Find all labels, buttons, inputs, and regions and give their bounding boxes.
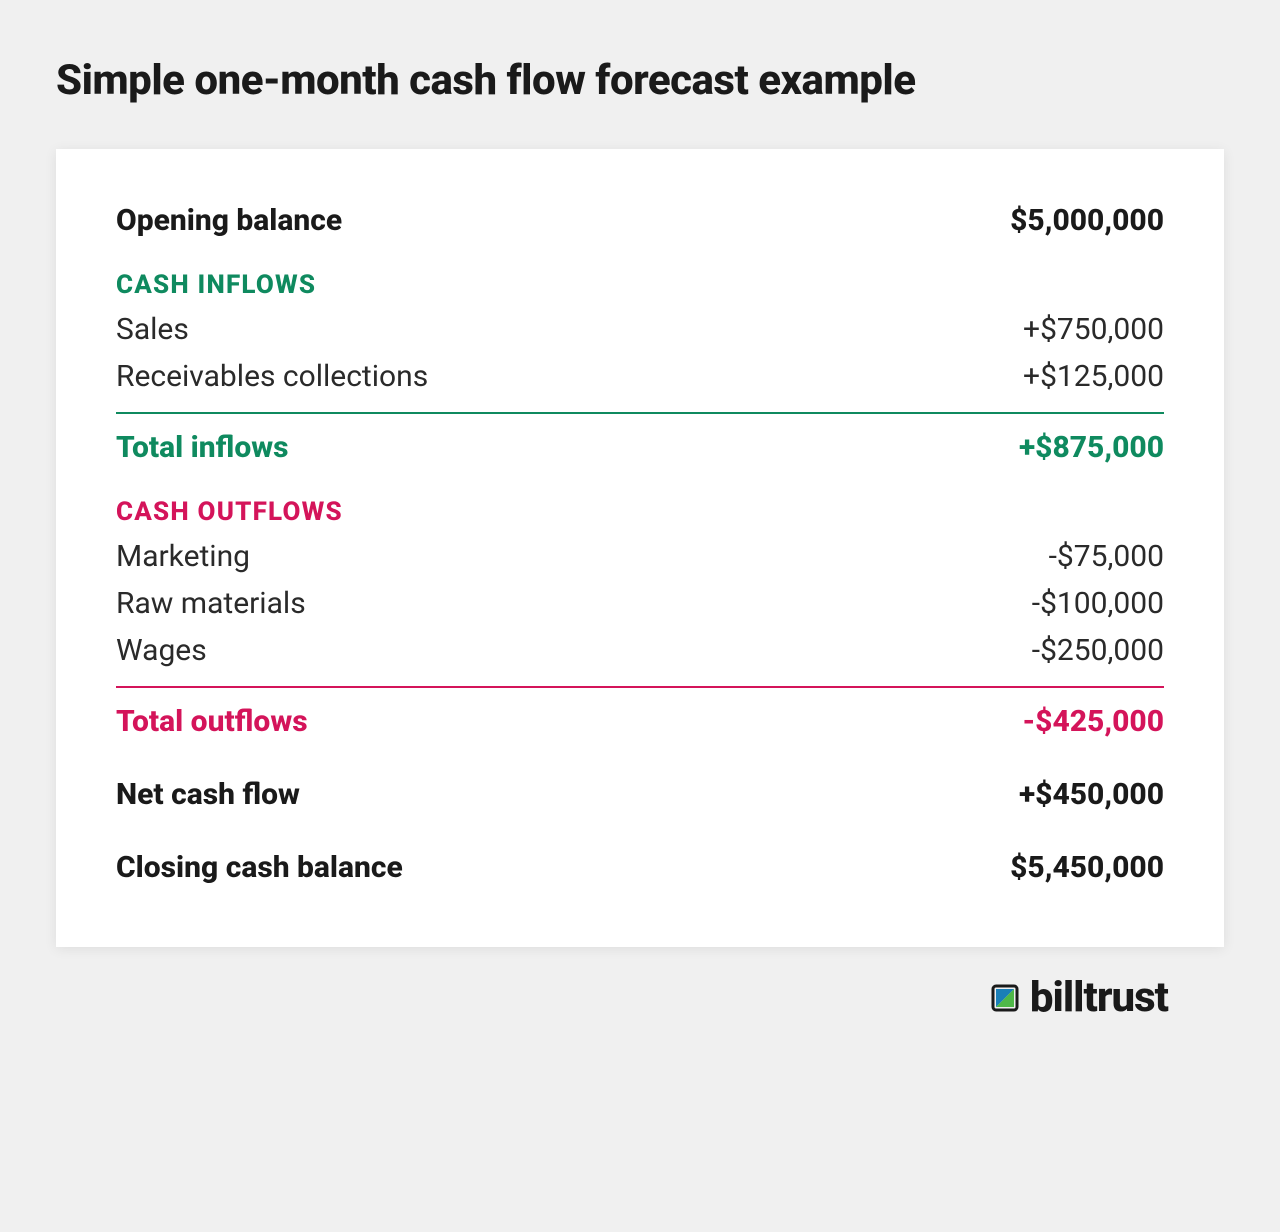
page-container: Simple one-month cash flow forecast exam…: [0, 0, 1280, 1232]
cash-outflows-heading: CASH OUTFLOWS: [116, 497, 1164, 527]
inflow-value: +$750,000: [1023, 312, 1164, 347]
inflow-value: +$125,000: [1023, 359, 1164, 394]
outflow-row-raw-materials: Raw materials -$100,000: [116, 580, 1164, 627]
total-inflows-label: Total inflows: [116, 430, 289, 465]
outflow-value: -$250,000: [1032, 633, 1164, 668]
net-cash-flow-row: Net cash flow +$450,000: [116, 771, 1164, 818]
outflow-label: Wages: [116, 633, 207, 668]
total-outflows-value: -$425,000: [1023, 704, 1165, 739]
opening-balance-row: Opening balance $5,000,000: [116, 197, 1164, 244]
inflow-row-receivables: Receivables collections +$125,000: [116, 353, 1164, 400]
outflow-row-wages: Wages -$250,000: [116, 627, 1164, 674]
closing-balance-label: Closing cash balance: [116, 850, 403, 885]
inflow-label: Sales: [116, 312, 189, 347]
cash-inflows-heading: CASH INFLOWS: [116, 270, 1164, 300]
page-title: Simple one-month cash flow forecast exam…: [56, 56, 1224, 105]
closing-balance-value: $5,450,000: [1010, 850, 1164, 885]
net-cash-flow-value: +$450,000: [1019, 777, 1164, 812]
total-outflows-label: Total outflows: [116, 704, 308, 739]
forecast-card: Opening balance $5,000,000 CASH INFLOWS …: [56, 149, 1224, 947]
net-cash-flow-label: Net cash flow: [116, 777, 300, 812]
total-inflows-row: Total inflows +$875,000: [116, 412, 1164, 471]
outflow-value: -$75,000: [1049, 539, 1164, 574]
opening-balance-label: Opening balance: [116, 203, 342, 238]
brand-name: billtrust: [1030, 973, 1168, 1022]
total-inflows-value: +$875,000: [1019, 430, 1164, 465]
inflow-label: Receivables collections: [116, 359, 428, 394]
inflow-row-sales: Sales +$750,000: [116, 306, 1164, 353]
outflow-row-marketing: Marketing -$75,000: [116, 533, 1164, 580]
total-outflows-row: Total outflows -$425,000: [116, 686, 1164, 745]
outflow-label: Raw materials: [116, 586, 306, 621]
billtrust-logo-icon: [990, 983, 1020, 1013]
closing-balance-row: Closing cash balance $5,450,000: [116, 844, 1164, 891]
outflow-value: -$100,000: [1032, 586, 1164, 621]
brand-footer: billtrust: [56, 947, 1224, 1022]
opening-balance-value: $5,000,000: [1010, 203, 1164, 238]
outflow-label: Marketing: [116, 539, 250, 574]
